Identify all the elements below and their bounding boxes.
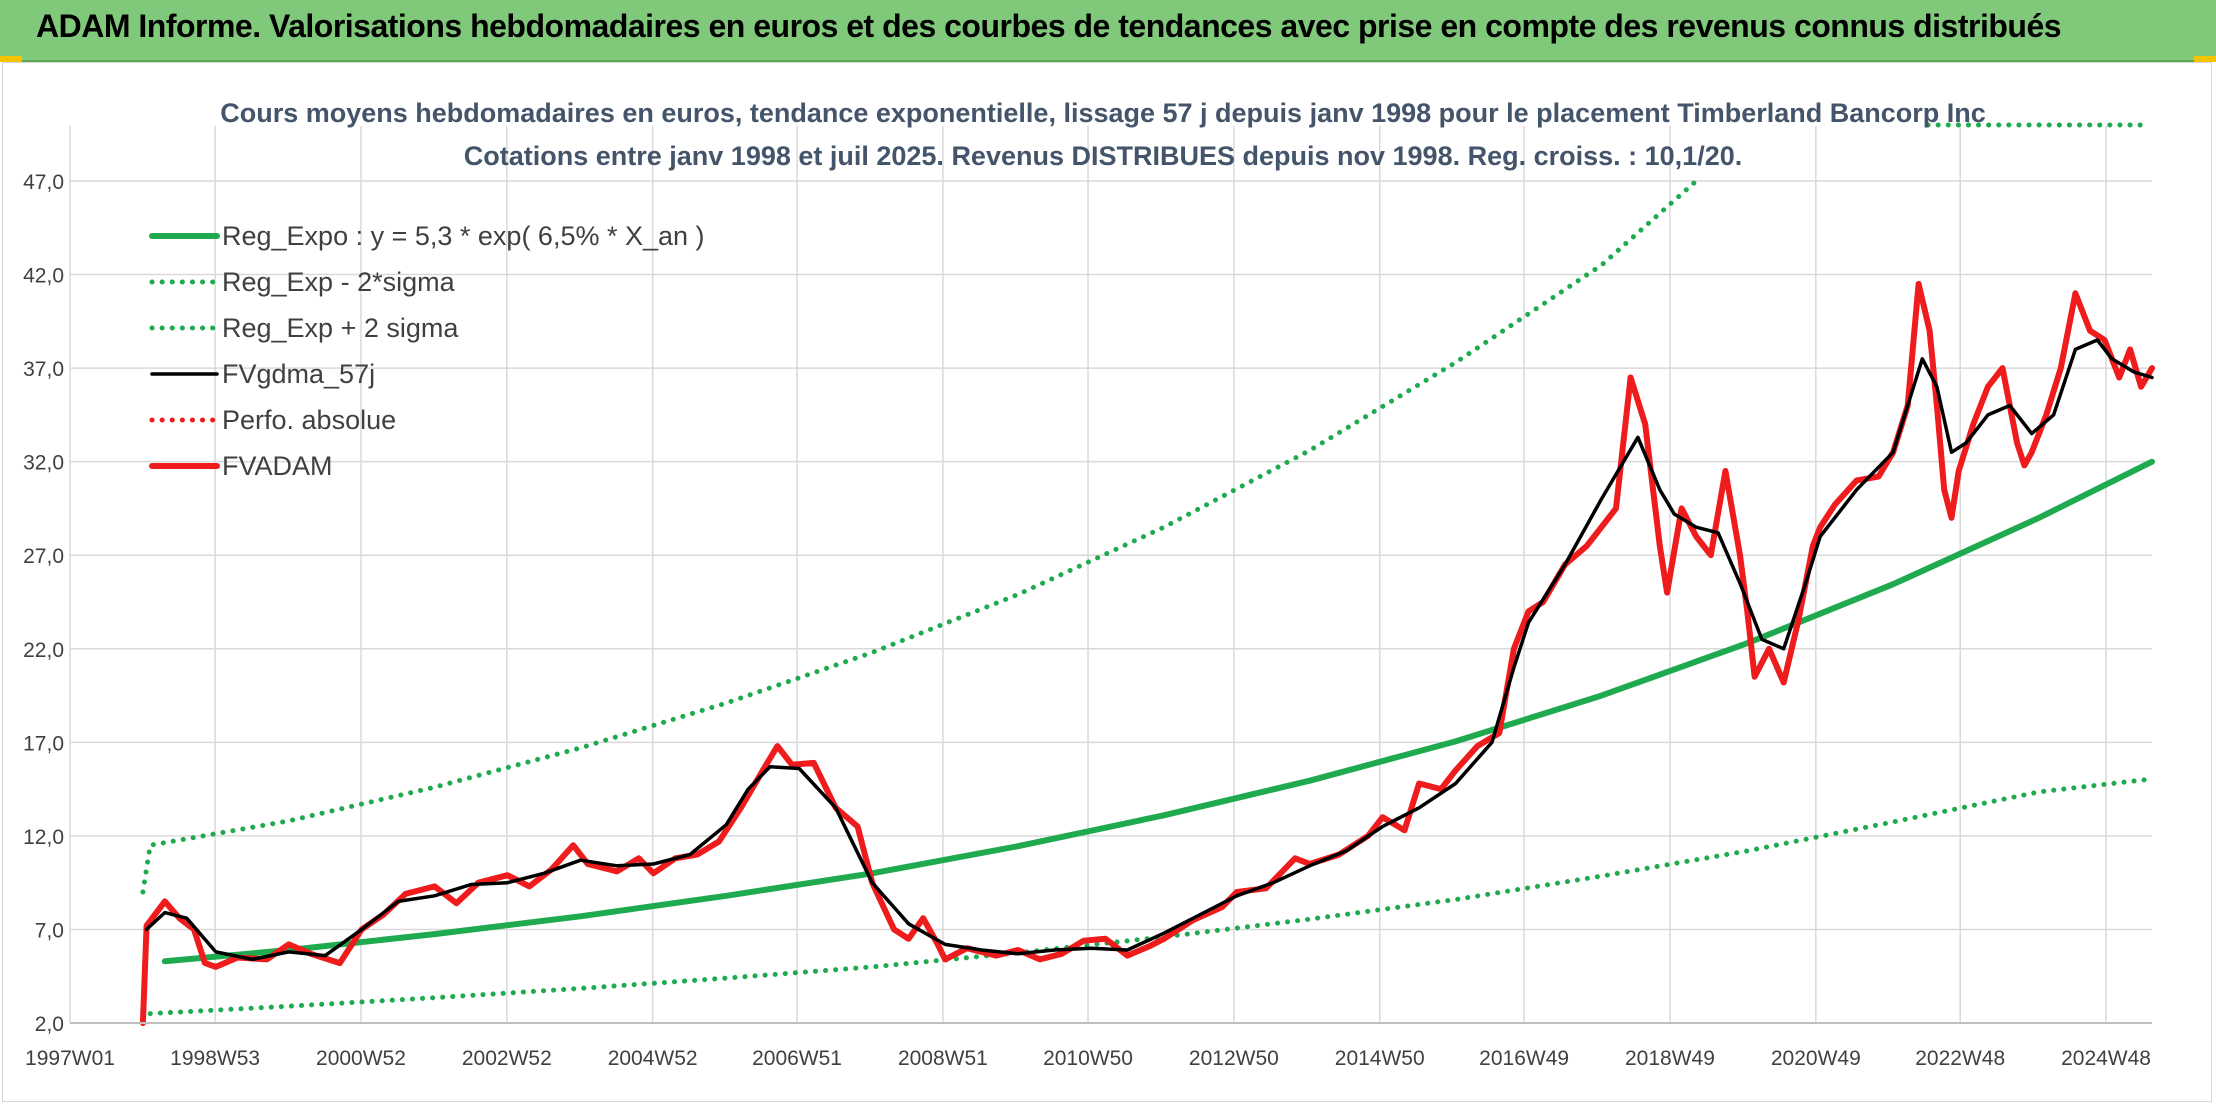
y-tick-label: 22,0 <box>23 639 64 662</box>
x-tick-label: 2016W49 <box>1479 1047 1569 1070</box>
legend-label: Reg_Exp + 2 sigma <box>222 313 459 343</box>
header-bar: ADAM Informe. Valorisations hebdomadaire… <box>0 0 2216 62</box>
series-line-2 <box>140 178 1699 895</box>
legend-label: Reg_Expo : y = 5,3 * exp( 6,5% * X_an ) <box>222 221 705 251</box>
y-tick-label: 27,0 <box>23 545 64 568</box>
x-tick-label: 2020W49 <box>1771 1047 1861 1070</box>
header-corner-right <box>2194 56 2216 62</box>
y-tick-label: 37,0 <box>23 358 64 381</box>
legend-label: Perfo. absolue <box>222 405 396 435</box>
x-tick-label: 2006W51 <box>752 1047 842 1070</box>
x-tick-label: 2022W48 <box>1915 1047 2005 1070</box>
x-tick-label: 1997W01 <box>25 1047 115 1070</box>
x-tick-label: 2004W52 <box>608 1047 698 1070</box>
x-tick-label: 2014W50 <box>1335 1047 1425 1070</box>
y-tick-label: 12,0 <box>23 826 64 849</box>
y-tick-label: 47,0 <box>23 171 64 194</box>
page-title: ADAM Informe. Valorisations hebdomadaire… <box>36 8 2062 44</box>
x-tick-label: 1998W53 <box>170 1047 260 1070</box>
series-layer <box>139 122 2155 1026</box>
grid <box>69 126 2152 1024</box>
x-tick-label: 2018W49 <box>1625 1047 1715 1070</box>
chart-frame <box>2 62 2212 1102</box>
x-tick-label: 2000W52 <box>316 1047 406 1070</box>
x-tick-label: 2012W50 <box>1189 1047 1279 1070</box>
y-tick-label: 7,0 <box>35 919 64 942</box>
axis-layer: 2,0 7,0 12,0 17,0 22,0 27,0 32,0 37,0 42,0 47,0 19… <box>23 171 2152 1070</box>
x-tick-label: 2024W48 <box>2061 1047 2151 1070</box>
legend-label: FVADAM <box>222 451 333 481</box>
header-corner-left <box>0 56 22 62</box>
series-line-0 <box>161 458 2155 965</box>
series-line-5 <box>139 280 2155 1026</box>
series-line-1 <box>147 777 2148 1017</box>
y-tick-label: 2,0 <box>35 1013 64 1036</box>
chart-subtitle: Cotations entre janv 1998 et juil 2025. … <box>464 141 1742 171</box>
series-line-3 <box>144 338 2154 962</box>
x-tick-label: 2002W52 <box>462 1047 552 1070</box>
y-tick-label: 32,0 <box>23 452 64 475</box>
legend-label: FVgdma_57j <box>222 359 375 389</box>
x-tick-label: 2008W51 <box>898 1047 988 1070</box>
y-tick-label: 42,0 <box>23 265 64 288</box>
chart-title: Cours moyens hebdomadaires en euros, ten… <box>220 98 1986 128</box>
y-tick-label: 17,0 <box>23 732 64 755</box>
legend-label: Reg_Exp - 2*sigma <box>222 267 456 297</box>
x-tick-label: 2010W50 <box>1043 1047 1133 1070</box>
legend: Reg_Expo : y = 5,3 * exp( 6,5% * X_an ) R… <box>149 221 705 481</box>
